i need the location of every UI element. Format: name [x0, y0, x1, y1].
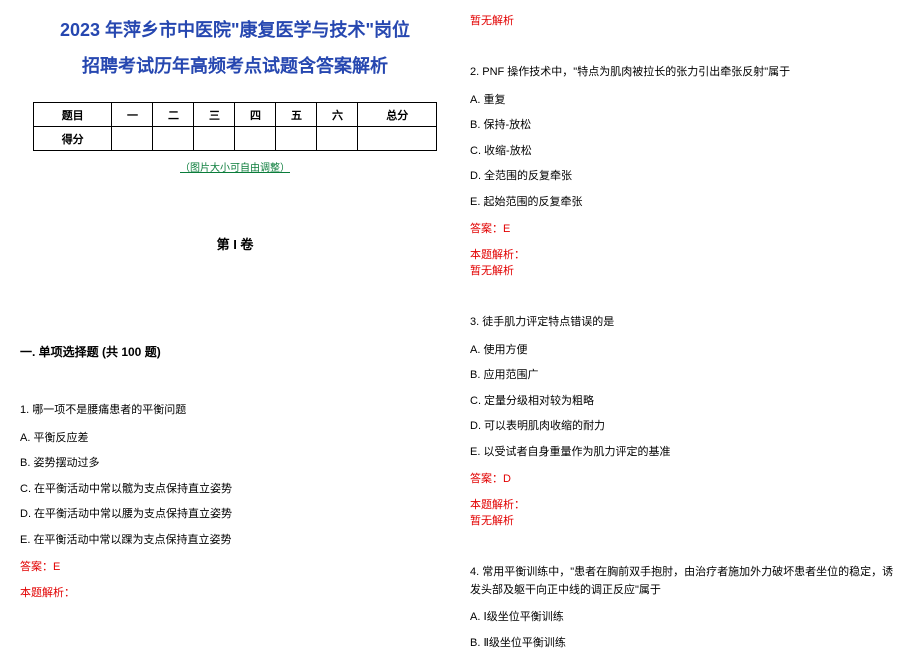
question-stem: 2. PNF 操作技术中，"特点为肌肉被拉长的张力引出牵张反射"属于 — [470, 64, 900, 82]
th: 五 — [276, 103, 317, 127]
th: 总分 — [358, 103, 437, 127]
analysis-label: 本题解析： — [470, 246, 900, 262]
answer: 答案：D — [470, 470, 900, 486]
table-row: 题目 一 二 三 四 五 六 总分 — [33, 103, 436, 127]
cell — [317, 127, 358, 151]
option: C. 在平衡活动中常以髋为支点保持直立姿势 — [20, 481, 450, 498]
option: A. Ⅰ级坐位平衡训练 — [470, 609, 900, 626]
cell — [358, 127, 437, 151]
option: A. 重复 — [470, 92, 900, 109]
option: A. 平衡反应差 — [20, 430, 450, 447]
analysis-label: 本题解析： — [20, 584, 450, 600]
analysis-label: 本题解析： — [470, 496, 900, 512]
cell — [153, 127, 194, 151]
option: A. 使用方便 — [470, 342, 900, 359]
analysis-none: 暂无解析 — [470, 12, 900, 28]
cell — [194, 127, 235, 151]
score-table: 题目 一 二 三 四 五 六 总分 得分 — [33, 102, 437, 151]
option: E. 在平衡活动中常以踝为支点保持直立姿势 — [20, 532, 450, 549]
option: E. 以受试者自身重量作为肌力评定的基准 — [470, 444, 900, 461]
title-line2: 招聘考试历年高频考点试题含答案解析 — [20, 48, 450, 84]
table-row: 得分 — [33, 127, 436, 151]
option: C. 定量分级相对较为粗略 — [470, 393, 900, 410]
option: B. 应用范围广 — [470, 367, 900, 384]
image-resize-note: （图片大小可自由调整） — [20, 159, 450, 174]
th: 三 — [194, 103, 235, 127]
question-stem: 3. 徒手肌力评定特点错误的是 — [470, 314, 900, 332]
page-title: 2023 年萍乡市中医院"康复医学与技术"岗位 招聘考试历年高频考点试题含答案解… — [20, 12, 450, 84]
th: 四 — [235, 103, 276, 127]
option: B. 姿势摆动过多 — [20, 455, 450, 472]
option: D. 全范围的反复牵张 — [470, 168, 900, 185]
question-stem: 1. 哪一项不是腰痛患者的平衡问题 — [20, 402, 450, 420]
option: D. 可以表明肌肉收缩的耐力 — [470, 418, 900, 435]
cell — [112, 127, 153, 151]
section-heading: 一. 单项选择题 (共 100 题) — [20, 343, 450, 360]
answer: 答案：E — [20, 558, 450, 574]
option: C. 收缩-放松 — [470, 143, 900, 160]
option: D. 在平衡活动中常以腰为支点保持直立姿势 — [20, 506, 450, 523]
cell — [276, 127, 317, 151]
th: 六 — [317, 103, 358, 127]
th: 题目 — [33, 103, 112, 127]
analysis-none: 暂无解析 — [470, 512, 900, 528]
volume-heading: 第 I 卷 — [20, 234, 450, 253]
title-line1: 2023 年萍乡市中医院"康复医学与技术"岗位 — [20, 12, 450, 48]
analysis-none: 暂无解析 — [470, 262, 900, 278]
cell — [235, 127, 276, 151]
question-stem: 4. 常用平衡训练中，"患者在胸前双手抱肘，由治疗者施加外力破坏患者坐位的稳定，… — [470, 564, 900, 599]
th: 一 — [112, 103, 153, 127]
th: 二 — [153, 103, 194, 127]
option: E. 起始范围的反复牵张 — [470, 194, 900, 211]
option: B. 保持-放松 — [470, 117, 900, 134]
row-label: 得分 — [33, 127, 112, 151]
answer: 答案：E — [470, 220, 900, 236]
option: B. Ⅱ级坐位平衡训练 — [470, 635, 900, 651]
